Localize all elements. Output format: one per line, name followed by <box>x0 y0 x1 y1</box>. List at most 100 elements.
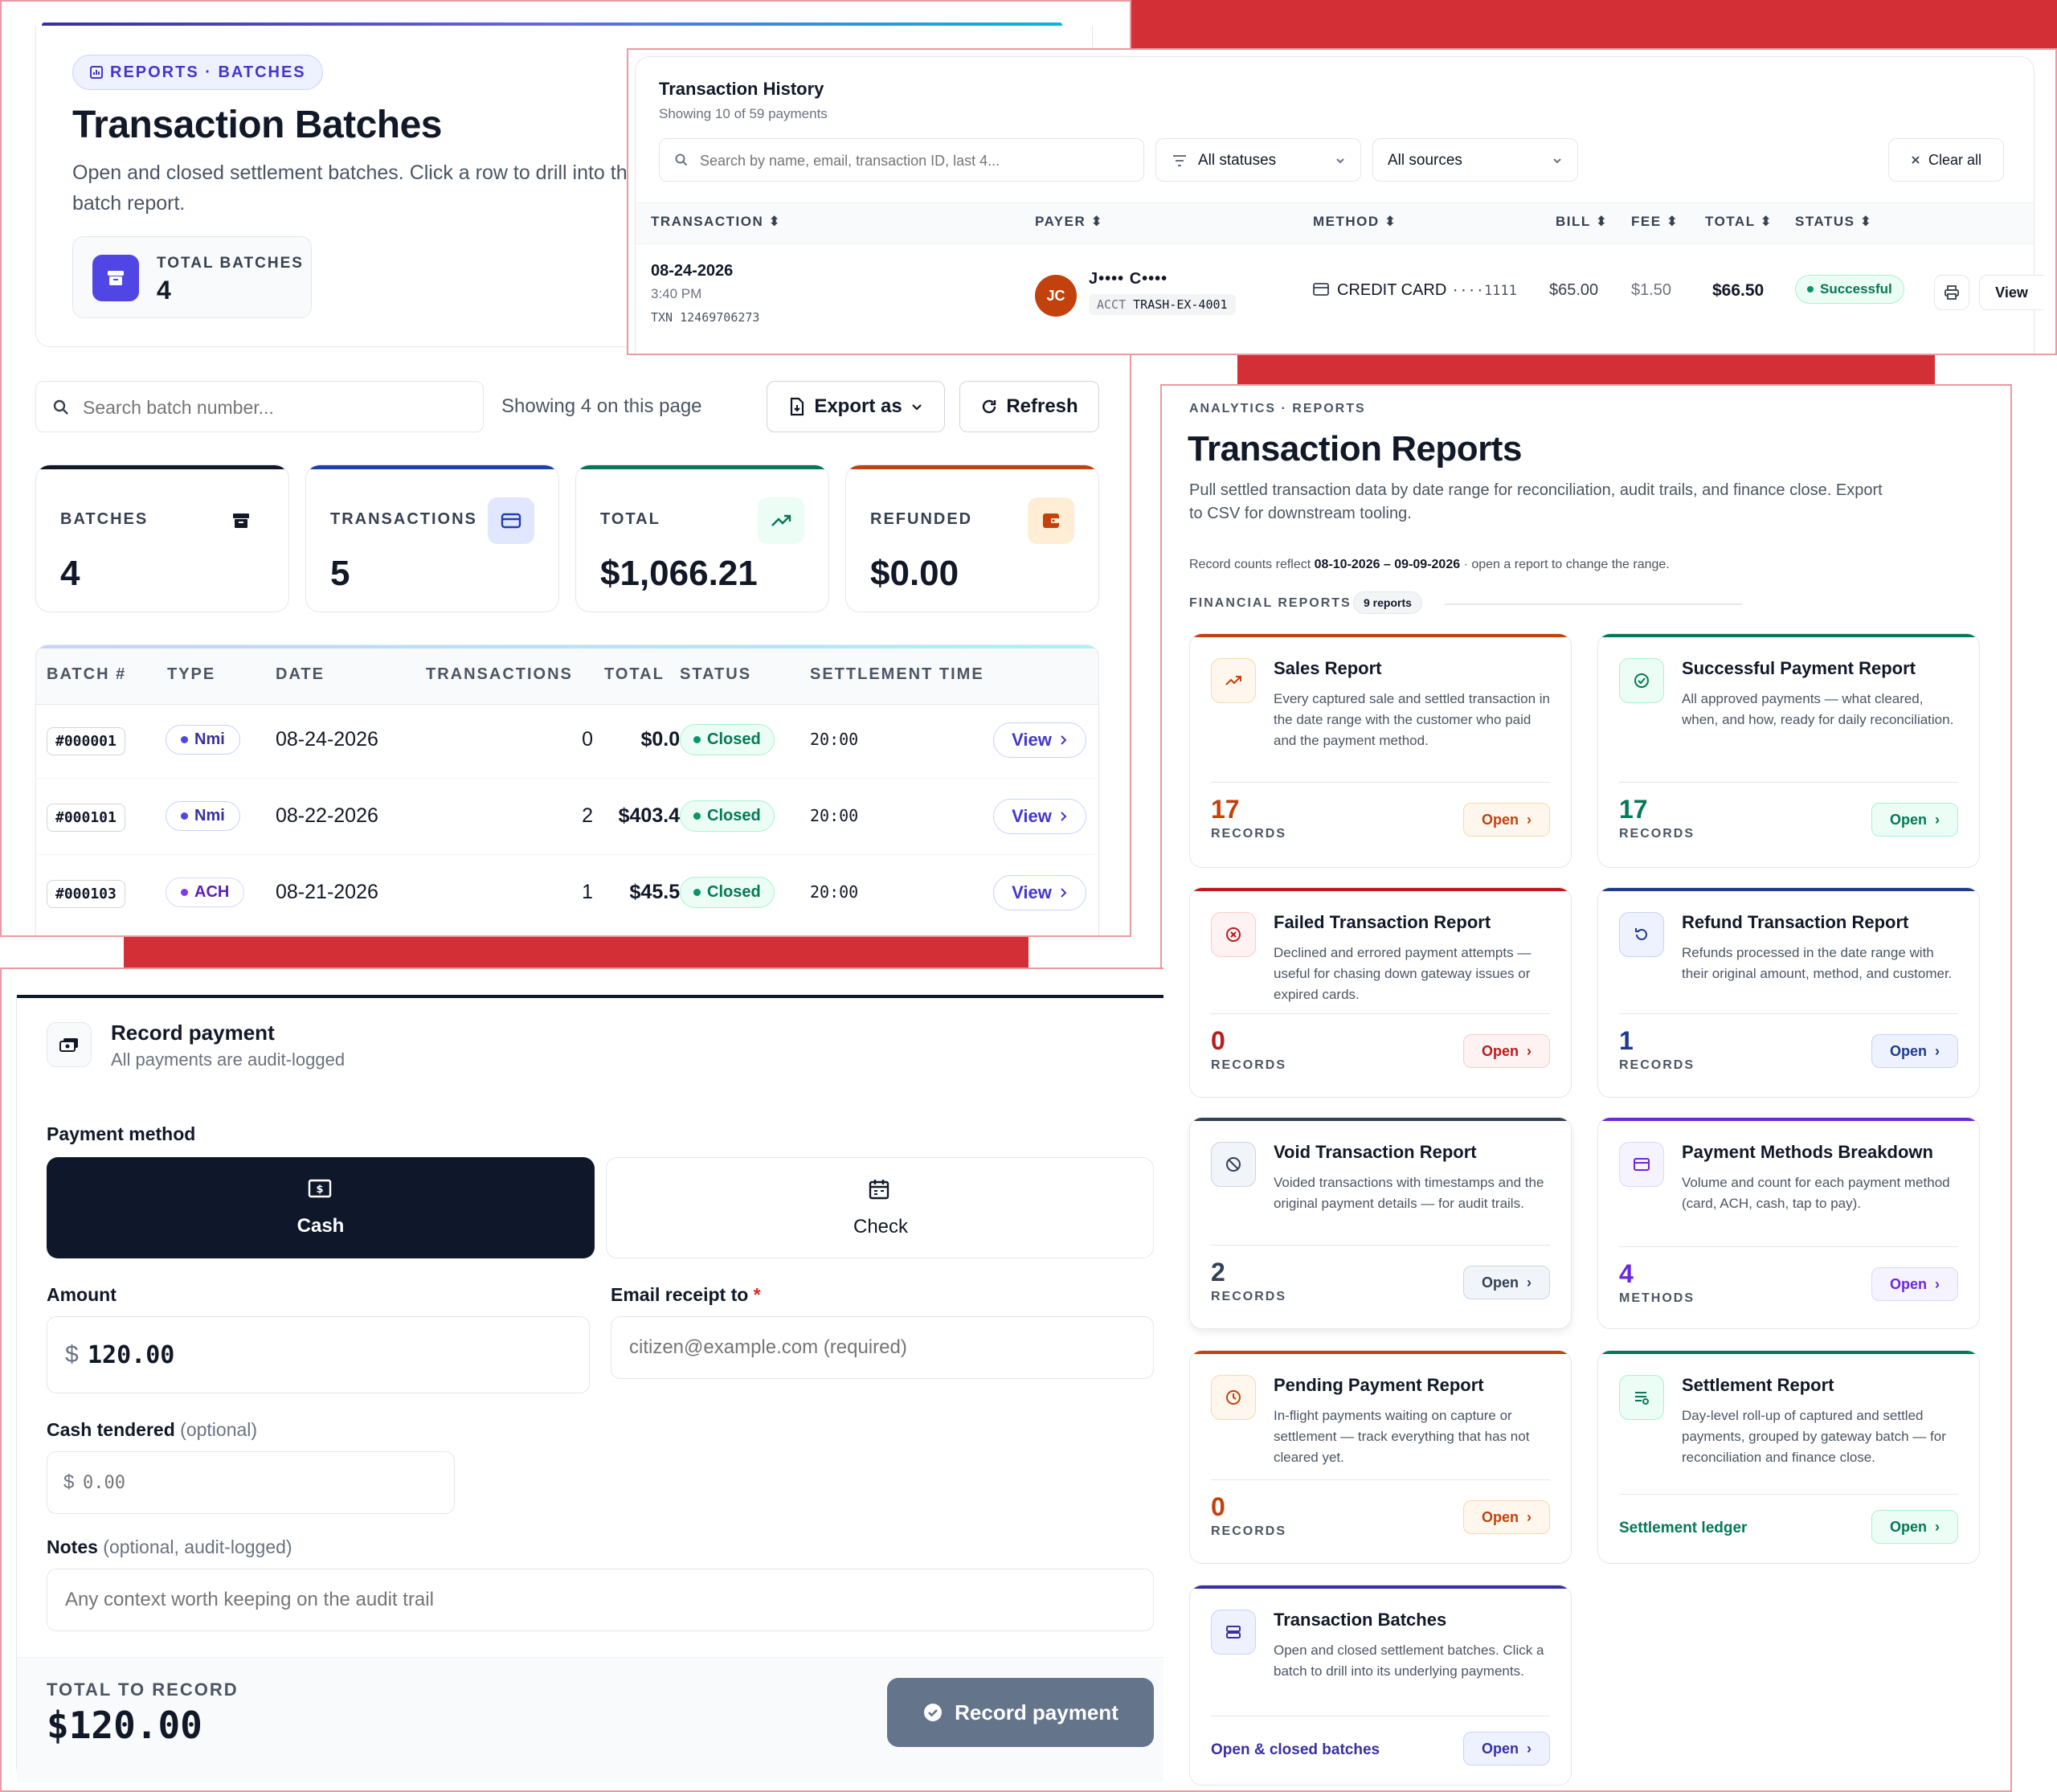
report-card-refund[interactable]: Refund Transaction Report Refunds proces… <box>1597 887 1980 1098</box>
batch-search-input[interactable] <box>83 391 468 423</box>
batch-number: #000103 <box>47 880 125 908</box>
stat-value: 5 <box>330 554 350 593</box>
open-report-button[interactable]: Open › <box>1871 1034 1958 1068</box>
table-row[interactable]: #000101 Nmi 08-22-2026 2 $403.41 Closed … <box>35 779 1094 855</box>
cash-tendered-field[interactable]: $ <box>47 1451 455 1514</box>
history-title: Transaction History <box>659 79 824 99</box>
view-button[interactable]: View <box>993 722 1086 758</box>
column-header[interactable]: TOTAL <box>604 665 665 683</box>
settlement-ledger-link[interactable]: Settlement ledger <box>1619 1520 1748 1536</box>
view-button[interactable]: View <box>1979 275 2043 310</box>
open-report-button[interactable]: Open › <box>1463 1500 1550 1534</box>
view-button[interactable]: View <box>993 875 1086 910</box>
record-payment-label: Record payment <box>955 1700 1118 1724</box>
history-card <box>635 56 2035 354</box>
column-header[interactable]: FEE ⬍ <box>1631 214 1679 230</box>
trending-up-icon <box>758 497 804 544</box>
status-filter[interactable]: All statuses <box>1155 138 1361 182</box>
history-search[interactable] <box>659 138 1144 182</box>
settlement-time: 20:00 <box>810 882 859 902</box>
chevron-right-icon <box>1058 887 1068 898</box>
table-row[interactable]: 08-24-2026 3:40 PM TXN 12469706273 JC J•… <box>636 246 2043 354</box>
report-card-failed[interactable]: Failed Transaction Report Declined and e… <box>1189 887 1572 1098</box>
report-description: Open and closed settlement batches. Clic… <box>1274 1643 1544 1679</box>
total-amount: $66.50 <box>1712 281 1765 300</box>
report-card-methods[interactable]: Payment Methods Breakdown Volume and cou… <box>1597 1117 1980 1329</box>
report-card-batches[interactable]: Transaction Batches Open and closed sett… <box>1189 1585 1572 1786</box>
open-report-button[interactable]: Open › <box>1463 1266 1550 1299</box>
open-report-button[interactable]: Open › <box>1463 1732 1550 1765</box>
column-header[interactable]: PAYER ⬍ <box>1035 214 1103 230</box>
banknote-icon: $ <box>307 1178 333 1199</box>
breadcrumb: REPORTS · BATCHES <box>72 55 323 90</box>
open-report-button[interactable]: Open › <box>1871 803 1958 837</box>
method-check-button[interactable]: Check <box>606 1157 1154 1258</box>
column-header[interactable]: DATE <box>276 665 325 683</box>
open-report-button[interactable]: Open › <box>1871 1510 1958 1544</box>
method-cash-button[interactable]: $ Cash <box>47 1157 595 1258</box>
column-header[interactable]: BILL ⬍ <box>1556 214 1608 230</box>
report-title: Failed Transaction Report <box>1274 912 1491 932</box>
record-unit: RECORDS <box>1211 827 1287 841</box>
ledger-icon <box>1619 1375 1664 1420</box>
open-report-button[interactable]: Open › <box>1871 1267 1958 1301</box>
payer-account: ACCT TRASH-EX-4001 <box>1089 294 1236 315</box>
report-description: Every captured sale and settled transact… <box>1274 691 1550 748</box>
record-count: 1 <box>1619 1026 1634 1055</box>
view-label: View <box>1012 806 1052 826</box>
email-input[interactable] <box>611 1316 1154 1379</box>
amount-field[interactable]: $ 120.00 <box>47 1316 590 1393</box>
column-header[interactable]: TRANSACTIONS <box>426 665 573 683</box>
report-card-sales[interactable]: Sales Report Every captured sale and set… <box>1189 633 1572 868</box>
history-subtitle: Showing 10 of 59 payments <box>659 106 828 121</box>
record-payment-panel: Record payment All payments are audit-lo… <box>0 968 1163 1792</box>
clear-all-button[interactable]: Clear all <box>1888 138 2004 182</box>
column-header[interactable]: SETTLEMENT TIME <box>810 665 984 683</box>
stat-accent <box>846 465 1098 469</box>
acct-label: ACCT <box>1097 297 1127 312</box>
report-card-successful[interactable]: Successful Payment Report All approved p… <box>1597 633 1980 868</box>
view-label: View <box>1012 882 1052 902</box>
chevron-right-icon: › <box>1527 1508 1532 1525</box>
print-button[interactable] <box>1934 275 1969 310</box>
total-to-record-value: $120.00 <box>47 1704 202 1747</box>
table-row[interactable]: #000103 ACH 08-21-2026 1 $45.50 Closed 2… <box>35 855 1094 931</box>
notes-input[interactable] <box>47 1569 1154 1631</box>
column-header[interactable]: BATCH # <box>47 665 127 683</box>
sort-icon: ⬍ <box>1760 214 1773 229</box>
source-filter[interactable]: All sources <box>1372 138 1578 182</box>
open-report-button[interactable]: Open › <box>1463 1034 1550 1068</box>
cash-tendered-label: Cash tendered (optional) <box>47 1419 257 1441</box>
refresh-label: Refresh <box>1006 395 1078 417</box>
batch-search[interactable] <box>35 381 484 432</box>
column-header[interactable]: TRANSACTION ⬍ <box>651 214 781 230</box>
total-batches-label: TOTAL BATCHES <box>157 255 304 272</box>
column-header[interactable]: TYPE <box>167 665 216 683</box>
txn-date: 08-24-2026 <box>651 262 734 280</box>
column-header[interactable]: STATUS <box>680 665 752 683</box>
record-payment-button[interactable]: Record payment <box>887 1678 1154 1747</box>
source-filter-value: All sources <box>1388 152 1462 169</box>
open-label: Open <box>1889 1042 1927 1059</box>
column-header[interactable]: METHOD ⬍ <box>1313 214 1397 230</box>
history-search-input[interactable] <box>700 147 1134 174</box>
refresh-button[interactable]: Refresh <box>959 381 1099 432</box>
stat-value: 4 <box>60 554 80 593</box>
chevron-down-icon <box>910 400 923 413</box>
column-header[interactable]: TOTAL ⬍ <box>1705 214 1773 230</box>
report-card-void[interactable]: Void Transaction Report Voided transacti… <box>1189 1117 1572 1329</box>
cash-tendered-input[interactable] <box>83 1467 436 1499</box>
view-button[interactable]: View <box>993 799 1086 834</box>
export-button[interactable]: Export as <box>767 381 945 432</box>
transaction-history-panel: Transaction History Showing 10 of 59 pay… <box>627 48 2057 355</box>
table-row[interactable]: #000001 Nmi 08-24-2026 0 $0.00 Closed 20… <box>35 702 1094 779</box>
chevron-right-icon: › <box>1527 1740 1532 1757</box>
column-header[interactable]: STATUS ⬍ <box>1795 214 1872 230</box>
page-title: Transaction Batches <box>72 104 443 146</box>
open-closed-batches-link[interactable]: Open & closed batches <box>1211 1741 1380 1758</box>
report-card-settlement[interactable]: Settlement Report Day-level roll-up of c… <box>1597 1350 1980 1564</box>
ban-icon <box>1211 1142 1256 1187</box>
report-title: Successful Payment Report <box>1682 658 1916 678</box>
open-report-button[interactable]: Open › <box>1463 803 1550 837</box>
report-card-pending[interactable]: Pending Payment Report In-flight payment… <box>1189 1350 1572 1564</box>
